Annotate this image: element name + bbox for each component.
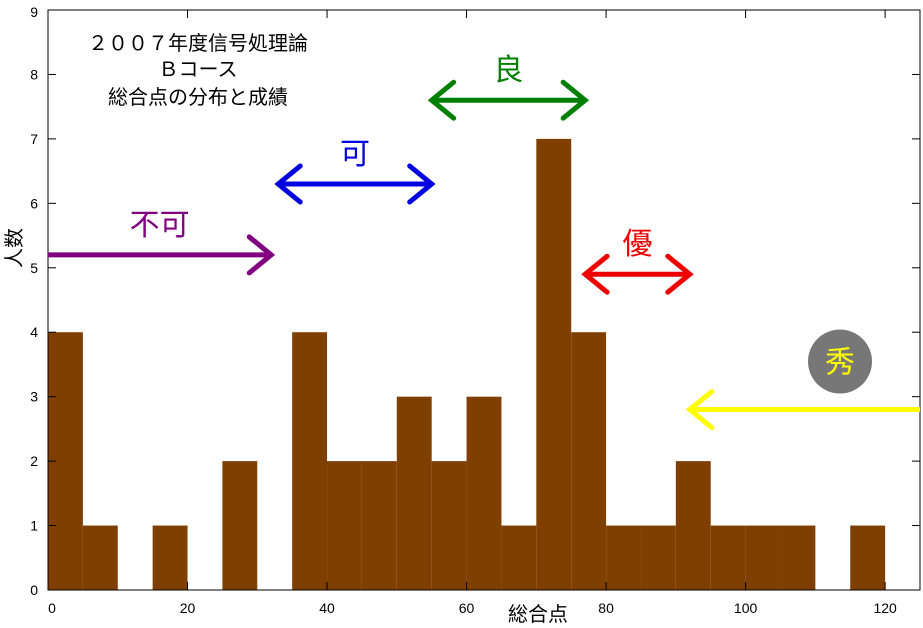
x-tick-label: 80: [598, 600, 614, 616]
histogram-bar: [571, 332, 607, 590]
title-line-2: Ｂコース: [159, 57, 238, 81]
histogram-bar: [431, 461, 467, 590]
arrow-head: [665, 253, 694, 295]
grade-annotation: 優: [581, 227, 694, 295]
grade-annotation: 良: [427, 53, 590, 121]
y-tick-label: 8: [30, 66, 38, 82]
y-tick-label: 7: [30, 131, 38, 147]
grade-annotations: 不可 可 良優秀: [48, 53, 920, 431]
histogram-bar: [292, 332, 328, 590]
arrow-head: [407, 163, 436, 205]
y-axis-label: 人数: [2, 228, 26, 268]
histogram-bar: [152, 525, 188, 590]
x-tick-label: 20: [180, 600, 196, 616]
ticks-group: 0 20 40 60 80 100 120 0 1 2 3 4 5 6 7 8 9: [30, 4, 920, 616]
y-tick-label: 6: [30, 195, 38, 211]
histogram-bar: [640, 525, 676, 590]
arrow-head: [274, 163, 303, 205]
x-tick-label: 120: [873, 600, 897, 616]
histogram-bar: [780, 525, 816, 590]
arrow-head: [427, 79, 457, 121]
histogram-bar: [710, 525, 746, 590]
grade-label: 優: [622, 227, 652, 262]
y-tick-label: 5: [30, 260, 38, 276]
y-tick-label: 4: [30, 324, 38, 340]
grade-label: 秀: [825, 346, 855, 381]
arrow-head: [581, 253, 610, 295]
histogram-bar: [222, 461, 258, 590]
histogram-bar: [82, 525, 118, 590]
grade-label: 良: [493, 53, 523, 88]
histogram-bar: [501, 525, 537, 590]
histogram-bar: [850, 525, 886, 590]
grade-annotation: 秀: [685, 329, 920, 431]
x-axis-label: 総合点: [508, 602, 568, 626]
y-tick-label: 3: [30, 389, 38, 405]
y-tick-label: 1: [30, 518, 38, 534]
histogram-bar: [361, 461, 397, 590]
title-line-3: 総合点の分布と成績: [108, 85, 288, 109]
grade-badge-circle: [808, 329, 872, 394]
grade-annotation: 可: [274, 137, 436, 205]
histogram-bar: [327, 461, 362, 590]
arrow-head: [246, 234, 276, 276]
bars-group: [48, 138, 886, 590]
y-tick-label: 2: [30, 453, 38, 469]
x-tick-label: 0: [48, 600, 56, 616]
plot-frame: [47, 9, 921, 591]
title-line-1: ２００７年度信号処理論: [88, 31, 308, 55]
histogram-bar: [675, 461, 711, 590]
grade-label: 不可: [130, 208, 190, 243]
arrow-head: [685, 389, 715, 431]
x-tick-label: 60: [459, 600, 475, 616]
histogram-bar: [536, 138, 572, 590]
grade-annotation: 不可: [48, 208, 276, 276]
arrow-head: [560, 79, 590, 121]
x-tick-label: 100: [734, 600, 758, 616]
histogram-bar: [466, 396, 502, 590]
x-tick-label: 40: [319, 600, 335, 616]
histogram-bar: [606, 525, 641, 590]
y-tick-label: 9: [30, 4, 38, 20]
histogram-bar: [396, 396, 432, 590]
chart-title: ２００７年度信号処理論 Ｂコース 総合点の分布と成績: [88, 31, 308, 109]
grade-label: 可: [340, 137, 370, 172]
y-tick-label: 0: [30, 582, 38, 598]
histogram-bar: [745, 525, 781, 590]
